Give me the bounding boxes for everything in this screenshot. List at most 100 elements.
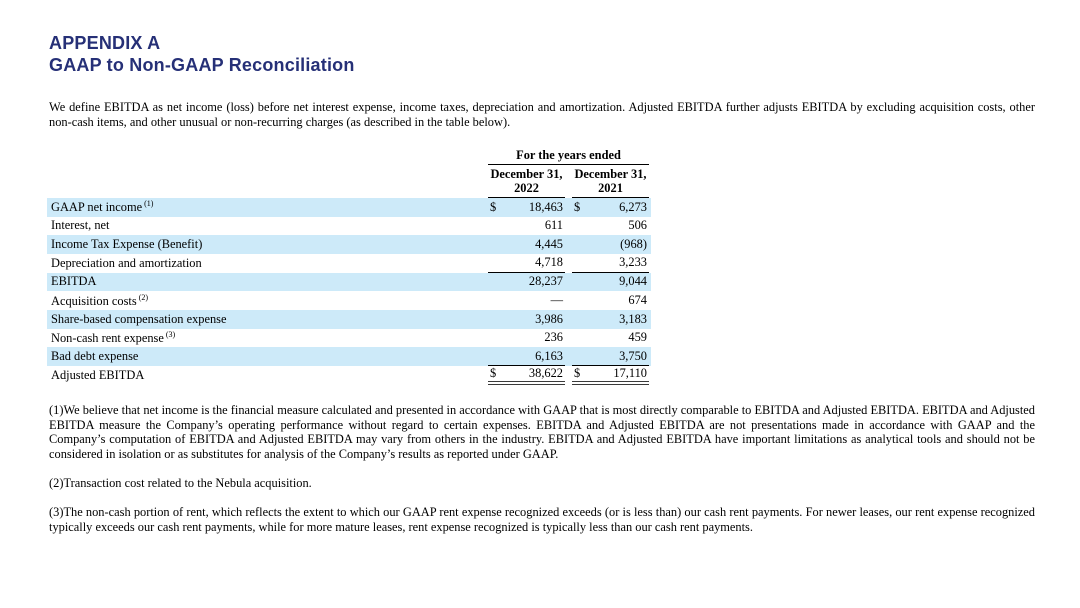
row-label: Bad debt expense: [47, 349, 488, 364]
page-title-line1: APPENDIX A: [49, 33, 161, 53]
row-right-pad: [649, 273, 651, 292]
cell-value: 3,233: [619, 255, 647, 270]
table-row: Adjusted EBITDA $38,622 $17,110: [47, 366, 651, 385]
column-gap: [565, 347, 572, 366]
value-cell: 6,163: [488, 347, 565, 366]
column-header-year: 2021: [598, 181, 623, 196]
footnotes: (1)We believe that net income is the fin…: [49, 403, 1035, 534]
table-row: Bad debt expense 6,163 3,750: [47, 347, 651, 366]
cell-value: 6,163: [535, 348, 563, 363]
value-cell: 3,233: [572, 254, 649, 273]
value-cell: 4,718: [488, 254, 565, 273]
currency-symbol: $: [490, 199, 497, 214]
column-gap: [565, 310, 572, 329]
value-cell: 28,237: [488, 273, 565, 292]
table-body: GAAP net income (1) $18,463 $6,273 Interest,…: [47, 197, 651, 385]
page-title-line2: GAAP to Non-GAAP Reconciliation: [49, 55, 355, 75]
value-cell: 4,445: [488, 235, 565, 254]
row-label-text: Non-cash rent expense: [51, 331, 164, 346]
value-cell: 674: [572, 291, 649, 310]
intro-paragraph: We define EBITDA as net income (loss) be…: [49, 100, 1035, 129]
cell-value: 3,986: [535, 311, 563, 326]
value-cell: 506: [572, 217, 649, 236]
row-label: Share-based compensation expense: [47, 312, 488, 327]
table-row: Income Tax Expense (Benefit) 4,445 (968): [47, 235, 651, 254]
table-row: Acquisition costs (2) — 674: [47, 291, 651, 310]
row-label-text: Acquisition costs: [51, 293, 137, 308]
value-cell: (968): [572, 235, 649, 254]
value-cell: 9,044: [572, 273, 649, 292]
row-label-text: Depreciation and amortization: [51, 255, 202, 270]
cell-value: 9,044: [619, 274, 647, 289]
page-title: APPENDIX A GAAP to Non-GAAP Reconciliati…: [49, 32, 355, 76]
row-right-pad: [649, 310, 651, 329]
table-row: Depreciation and amortization 4,718 3,233: [47, 254, 651, 273]
row-label-text: Adjusted EBITDA: [51, 367, 145, 382]
currency-symbol: $: [574, 199, 581, 214]
value-cell: $18,463: [488, 198, 565, 217]
table-row: Interest, net 611 506: [47, 217, 651, 236]
value-cell: $17,110: [572, 366, 649, 385]
table-row: Share-based compensation expense 3,986 3,1…: [47, 309, 651, 329]
value-cell: $38,622: [488, 366, 565, 385]
value-cell: 3,986: [488, 310, 565, 329]
column-gap: [565, 273, 572, 292]
footnote-2: (2)Transaction cost related to the Nebul…: [49, 475, 312, 490]
row-right-pad: [649, 235, 651, 254]
row-label: GAAP net income (1): [47, 199, 488, 215]
column-gap: [565, 198, 572, 217]
table-row: EBITDA 28,237 9,044: [47, 272, 651, 292]
cell-value: 4,445: [535, 237, 563, 252]
row-label: Depreciation and amortization: [47, 256, 488, 271]
table-span-header: For the years ended: [488, 148, 649, 165]
cell-value: 459: [628, 330, 647, 345]
reconciliation-table: For the years ended December 31, 2022 De…: [47, 148, 651, 385]
row-label-text: GAAP net income: [51, 200, 143, 215]
cell-value: 3,750: [619, 348, 647, 363]
column-gap: [565, 366, 572, 385]
row-label: EBITDA: [47, 274, 488, 289]
value-cell: 236: [488, 329, 565, 348]
cell-value: 674: [628, 293, 647, 308]
row-label: Non-cash rent expense (3): [47, 330, 488, 346]
column-gap: [565, 329, 572, 348]
row-right-pad: [649, 254, 651, 273]
row-right-pad: [649, 198, 651, 217]
footnote-marker: (3): [165, 329, 176, 339]
row-label-text: Income Tax Expense (Benefit): [51, 237, 203, 252]
value-cell: $6,273: [572, 198, 649, 217]
column-gap: [565, 291, 572, 310]
row-label-text: Bad debt expense: [51, 349, 139, 364]
cell-value: 28,237: [528, 274, 563, 289]
value-cell: 3,750: [572, 347, 649, 366]
row-label: Adjusted EBITDA: [47, 368, 488, 383]
footnote-marker: (1): [144, 199, 154, 209]
currency-symbol: $: [574, 365, 581, 380]
value-cell: 3,183: [572, 310, 649, 329]
column-header-2021: December 31, 2021: [572, 167, 649, 198]
cell-value: 18,463: [528, 199, 563, 214]
cell-value: (968): [620, 237, 647, 252]
column-gap: [565, 217, 572, 236]
value-cell: 459: [572, 329, 649, 348]
row-label-text: Share-based compensation expense: [51, 311, 227, 326]
cell-value: 38,622: [528, 365, 563, 380]
row-label: Interest, net: [47, 218, 488, 233]
column-gap: [565, 235, 572, 254]
column-header-2022: December 31, 2022: [488, 167, 565, 198]
cell-value: 506: [628, 218, 647, 233]
cell-value: 236: [544, 330, 563, 345]
row-label-text: EBITDA: [51, 274, 97, 289]
column-gap: [565, 254, 572, 273]
cell-value: —: [550, 293, 563, 308]
value-cell: 611: [488, 217, 565, 236]
row-right-pad: [649, 329, 651, 348]
footnote-marker: (2): [138, 292, 149, 302]
row-right-pad: [649, 347, 651, 366]
column-header-date: December 31,: [574, 167, 647, 181]
footnote-1: (1)We believe that net income is the fin…: [49, 403, 1035, 461]
column-header-date: December 31,: [490, 167, 563, 181]
row-label: Income Tax Expense (Benefit): [47, 237, 488, 252]
row-right-pad: [649, 366, 651, 385]
